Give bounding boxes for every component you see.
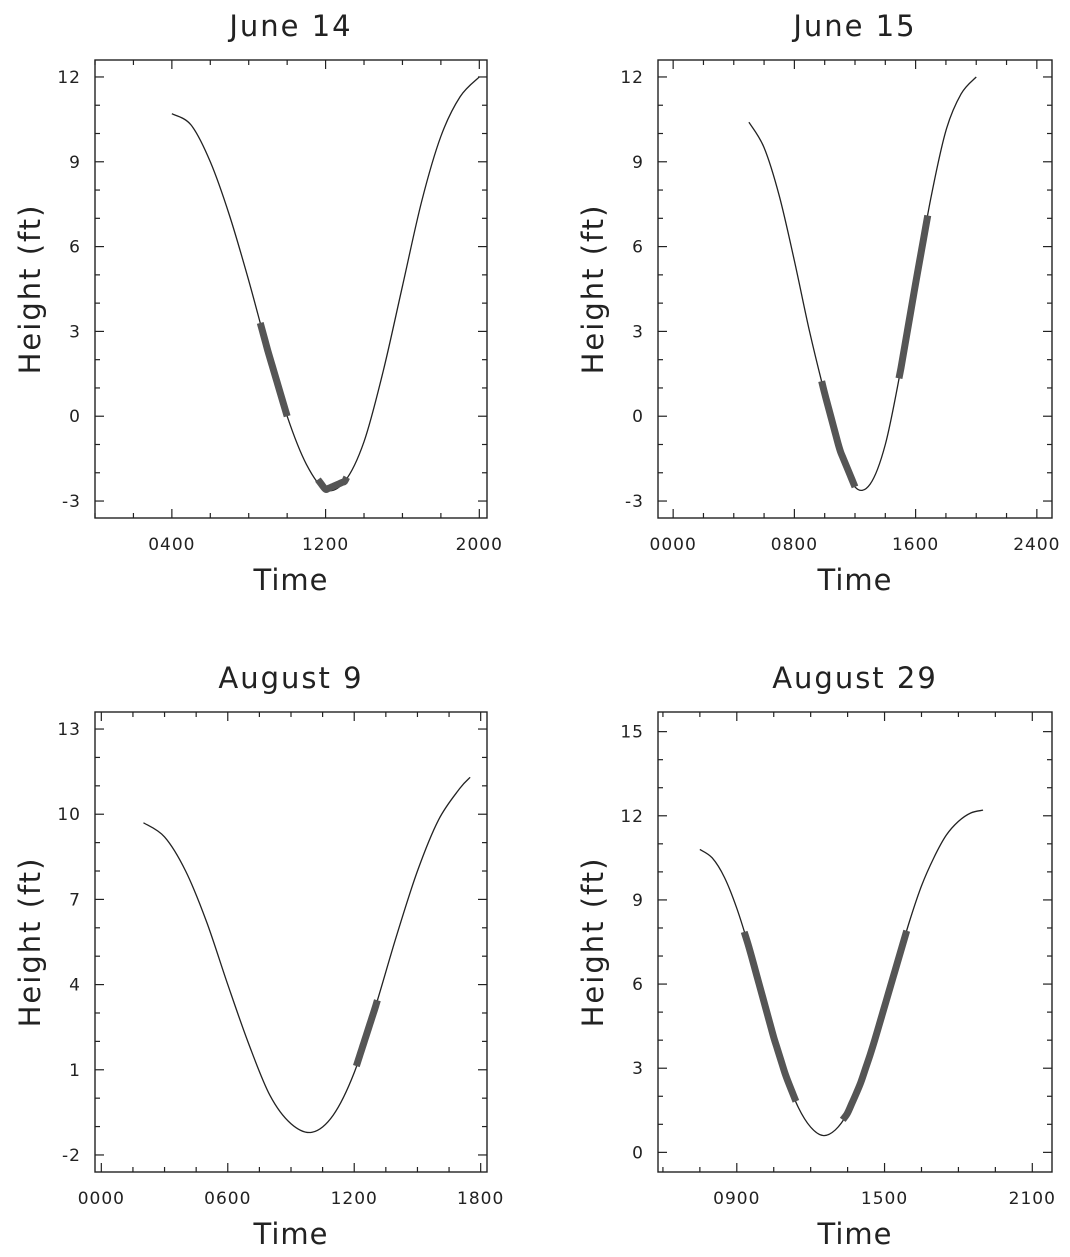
plot-frame	[657, 711, 1053, 1173]
y-tick-label: 12	[620, 68, 644, 88]
highlight-segment	[352, 999, 381, 1068]
y-tick-label: 6	[69, 238, 81, 258]
y-tick-label: 9	[632, 153, 644, 173]
y-tick-label: 6	[632, 975, 644, 995]
plot-frame	[94, 711, 488, 1173]
y-tick-label: 12	[620, 807, 644, 827]
y-tick-label: -3	[625, 492, 644, 512]
highlight-segment	[740, 930, 800, 1103]
y-axis-label: Height (ft)	[576, 204, 610, 375]
tide-curve	[171, 76, 480, 492]
y-tick-label: 3	[632, 322, 644, 342]
y-axis-label: Height (ft)	[13, 204, 47, 375]
y-axis-label: Height (ft)	[576, 857, 610, 1028]
x-axis-label: Time	[253, 563, 329, 597]
y-tick-label: 0	[69, 407, 81, 427]
highlight-segment	[839, 929, 911, 1122]
tide-curve	[143, 776, 471, 1134]
y-tick-label: 0	[632, 407, 644, 427]
highlight-segment	[895, 214, 932, 380]
y-tick-label: 15	[620, 723, 644, 743]
y-tick-label: 4	[69, 976, 81, 996]
x-tick-label: 1200	[302, 535, 349, 555]
plot-frame	[657, 59, 1053, 519]
highlight-segment	[256, 321, 291, 418]
tide-curve	[699, 809, 984, 1137]
chart-title: June 14	[227, 9, 352, 43]
x-tick-label: 1500	[861, 1189, 908, 1209]
y-tick-label: 13	[57, 720, 81, 740]
plot-frame	[94, 59, 488, 519]
highlight-segment	[315, 475, 350, 493]
x-tick-label: 0900	[713, 1189, 760, 1209]
y-tick-label: -2	[62, 1146, 81, 1166]
x-tick-label: 2100	[1009, 1189, 1056, 1209]
y-tick-label: 7	[69, 890, 81, 910]
x-tick-label: 1200	[331, 1189, 378, 1209]
x-tick-label: 2400	[1013, 535, 1060, 555]
x-tick-label: 2000	[456, 535, 503, 555]
x-tick-label: 0600	[204, 1189, 251, 1209]
chart-title: August 29	[772, 661, 938, 695]
x-tick-label: 0400	[148, 535, 195, 555]
x-axis-label: Time	[817, 1217, 893, 1251]
x-axis-label: Time	[253, 1217, 329, 1251]
y-tick-label: 9	[632, 891, 644, 911]
x-tick-label: 0000	[78, 1189, 125, 1209]
tide-curve	[748, 76, 977, 492]
x-tick-label: 1600	[892, 535, 939, 555]
y-tick-label: 9	[69, 153, 81, 173]
chart-title: June 15	[791, 9, 916, 43]
y-tick-label: -3	[62, 492, 81, 512]
y-tick-label: 6	[632, 238, 644, 258]
y-tick-label: 3	[69, 322, 81, 342]
y-tick-label: 12	[57, 68, 81, 88]
y-tick-label: 10	[57, 805, 81, 825]
y-tick-label: 1	[69, 1061, 81, 1081]
x-tick-label: 0800	[771, 535, 818, 555]
x-tick-label: 0000	[650, 535, 697, 555]
x-axis-label: Time	[817, 563, 893, 597]
y-tick-label: 3	[632, 1059, 644, 1079]
chart-title: August 9	[218, 661, 363, 695]
highlight-segment	[818, 380, 859, 489]
y-tick-label: 0	[632, 1143, 644, 1163]
y-axis-label: Height (ft)	[13, 857, 47, 1028]
x-tick-label: 1800	[457, 1189, 504, 1209]
